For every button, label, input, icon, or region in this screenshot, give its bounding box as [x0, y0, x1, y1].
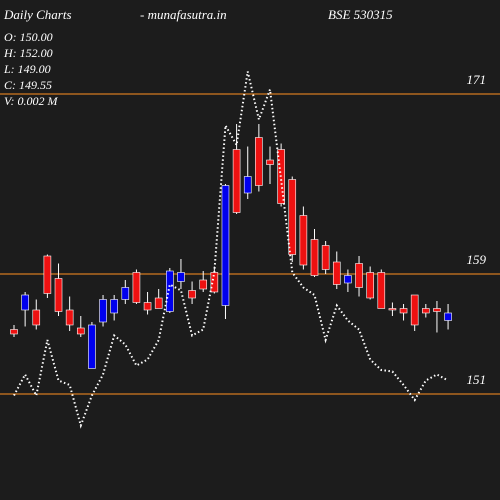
candle-body: [99, 299, 107, 323]
ohlc-info: O: 150.00: [4, 30, 53, 44]
candle-body: [355, 263, 363, 288]
candle-body: [10, 329, 18, 335]
chart-subtitle: - munafasutra.in: [140, 7, 227, 22]
candle-body: [332, 261, 341, 285]
candle-body: [366, 272, 374, 299]
candle-body: [188, 290, 196, 299]
y-tick-label: 151: [467, 372, 487, 387]
ohlc-info: H: 152.00: [3, 46, 53, 60]
candle-body: [255, 137, 263, 186]
candle-body: [243, 176, 252, 194]
candle-body: [388, 308, 397, 311]
candle-body: [65, 309, 74, 326]
candle-body: [310, 239, 319, 276]
candle-body: [121, 287, 130, 300]
candle-body: [433, 308, 441, 312]
ticker: BSE 530315: [328, 7, 393, 22]
y-tick-label: 171: [467, 72, 487, 87]
candle-body: [132, 272, 141, 303]
candle-body: [288, 179, 297, 255]
chart-title: Daily Charts: [3, 7, 72, 22]
candle-body: [143, 302, 152, 311]
candle-body: [88, 324, 96, 369]
indicator-line: [13, 71, 449, 429]
candle-body: [154, 297, 163, 309]
candle-body: [110, 299, 118, 314]
y-tick-label: 159: [467, 252, 487, 267]
candle-body: [21, 294, 29, 311]
candle-body: [410, 294, 419, 326]
ohlc-info: L: 149.00: [3, 62, 51, 76]
candle-body: [444, 312, 452, 321]
candle-body: [166, 270, 174, 312]
candle-body: [422, 308, 430, 314]
candle-body: [32, 309, 41, 326]
candle-body: [299, 215, 308, 266]
candle-body: [76, 327, 85, 335]
candle-body: [344, 275, 352, 284]
candle-body: [43, 255, 52, 294]
candle-body: [199, 279, 208, 290]
candle-body: [266, 159, 274, 165]
candle-body: [54, 278, 63, 312]
candle-body: [232, 149, 241, 213]
ohlc-info: C: 149.55: [4, 78, 52, 92]
ohlc-info: V: 0.002 M: [4, 94, 59, 108]
candle-body: [221, 185, 230, 306]
candle-body: [377, 272, 386, 309]
candle-body: [399, 308, 408, 314]
candle-body: [321, 245, 330, 270]
candle-body: [177, 272, 185, 282]
